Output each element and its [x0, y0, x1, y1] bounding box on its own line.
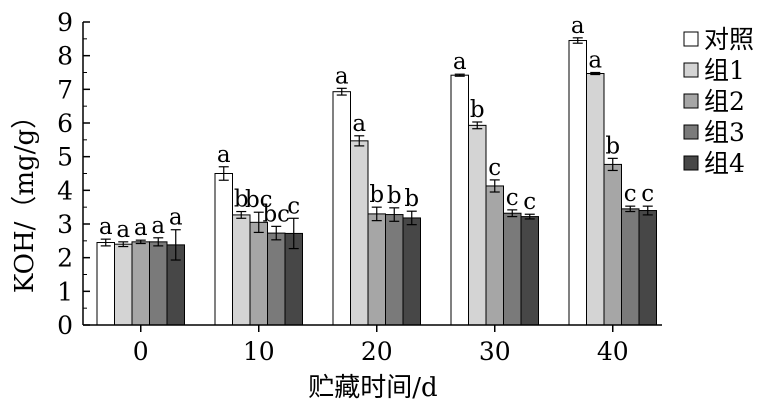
bar-group2-day-10 [249, 221, 268, 326]
y-tick-label: 6 [57, 109, 73, 138]
legend-label-group4: 组4 [704, 149, 745, 178]
bar-control-day-40 [568, 40, 587, 326]
significance-letter: c [641, 181, 654, 207]
axes-layer: 0 10 20 30 40 0 1 2 3 4 5 6 7 8 9 [57, 8, 662, 366]
bars-layer [96, 40, 657, 326]
bar-group1-day-0 [114, 243, 133, 326]
significance-letter: a [352, 111, 366, 137]
y-tick-label: 8 [57, 42, 73, 71]
bar-group1-day-30 [468, 124, 487, 326]
bar-group3-day-30 [503, 212, 522, 326]
y-tick-label: 3 [57, 210, 73, 239]
significance-letter: a [588, 48, 602, 74]
y-tick-label: 5 [57, 143, 73, 172]
significance-letter: bc [262, 201, 290, 227]
significance-letter: b [605, 133, 620, 159]
x-tick-label: 20 [361, 337, 393, 366]
bar-group2-day-30 [485, 185, 504, 326]
x-tick-label: 40 [597, 337, 629, 366]
legend-label-group3: 组3 [704, 118, 745, 147]
bar-group2-day-0 [131, 241, 150, 326]
significance-letter: a [217, 142, 231, 168]
legend-swatch-group3 [683, 124, 699, 140]
significance-letter: bc [245, 187, 273, 213]
bar-group1-day-10 [232, 214, 251, 326]
significance-letter: b [234, 187, 249, 213]
error-bars-layer [100, 37, 653, 261]
bar-group1-day-40 [586, 73, 605, 326]
significance-letter: a [335, 63, 349, 89]
significance-letter: b [387, 183, 402, 209]
significance-letter: a [134, 215, 148, 241]
legend-swatch-control [683, 31, 699, 47]
y-axis-title: KOH/（mg/g） [10, 103, 40, 293]
bar-group3-day-40 [621, 208, 640, 326]
significance-letter: a [99, 214, 113, 240]
significance-letter: c [506, 185, 519, 211]
legend-swatch-group2 [683, 93, 699, 109]
significance-letter: c [624, 181, 637, 207]
x-axis-title: 贮藏时间/d [308, 373, 437, 403]
legend-swatch-group4 [683, 155, 699, 171]
significance-letter: a [116, 217, 130, 243]
significance-letter: c [488, 155, 501, 181]
y-tick-label: 7 [57, 75, 73, 104]
significance-letter: a [571, 13, 585, 39]
significance-letter: b [369, 182, 384, 208]
bar-group3-day-0 [149, 241, 168, 326]
bar-group1-day-20 [350, 140, 369, 326]
bar-group2-day-20 [367, 213, 386, 326]
y-tick-label: 4 [57, 176, 73, 205]
significance-letter: a [151, 213, 165, 239]
legend-label-control: 对照 [704, 25, 754, 54]
bar-group4-day-40 [638, 210, 657, 326]
bar-group2-day-40 [603, 163, 622, 326]
x-tick-label: 0 [133, 337, 149, 366]
bar-control-day-0 [96, 242, 115, 326]
legend-label-group2: 组2 [704, 87, 745, 116]
significance-letter: a [169, 205, 183, 231]
significance-letter: a [453, 49, 467, 75]
x-tick-label: 10 [243, 337, 275, 366]
bar-group3-day-10 [267, 232, 286, 326]
y-tick-label: 1 [57, 277, 73, 306]
significance-letter: b [404, 186, 419, 212]
y-tick-label: 0 [57, 311, 73, 340]
significance-letter: c [523, 189, 536, 215]
x-tick-label: 30 [479, 337, 511, 366]
bar-group3-day-20 [385, 214, 404, 326]
legend-label-group1: 组1 [704, 56, 745, 85]
significance-letter: b [470, 97, 485, 123]
significance-letter: c [287, 193, 300, 219]
bar-control-day-10 [214, 173, 233, 326]
bar-group4-day-30 [520, 216, 539, 326]
y-tick-label: 9 [57, 8, 73, 37]
y-tick-label: 2 [57, 244, 73, 273]
bar-control-day-30 [450, 74, 469, 326]
bar-control-day-20 [332, 91, 351, 326]
bar-group4-day-20 [402, 217, 421, 326]
legend-swatch-group1 [683, 62, 699, 78]
